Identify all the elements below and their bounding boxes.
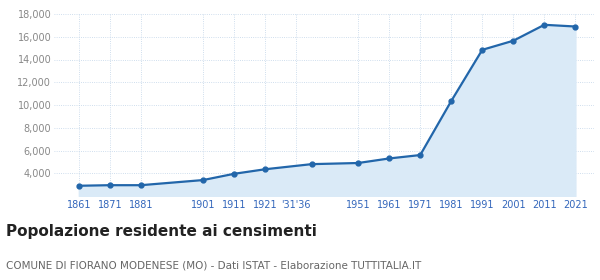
Text: Popolazione residente ai censimenti: Popolazione residente ai censimenti bbox=[6, 224, 317, 239]
Text: COMUNE DI FIORANO MODENESE (MO) - Dati ISTAT - Elaborazione TUTTITALIA.IT: COMUNE DI FIORANO MODENESE (MO) - Dati I… bbox=[6, 260, 421, 270]
